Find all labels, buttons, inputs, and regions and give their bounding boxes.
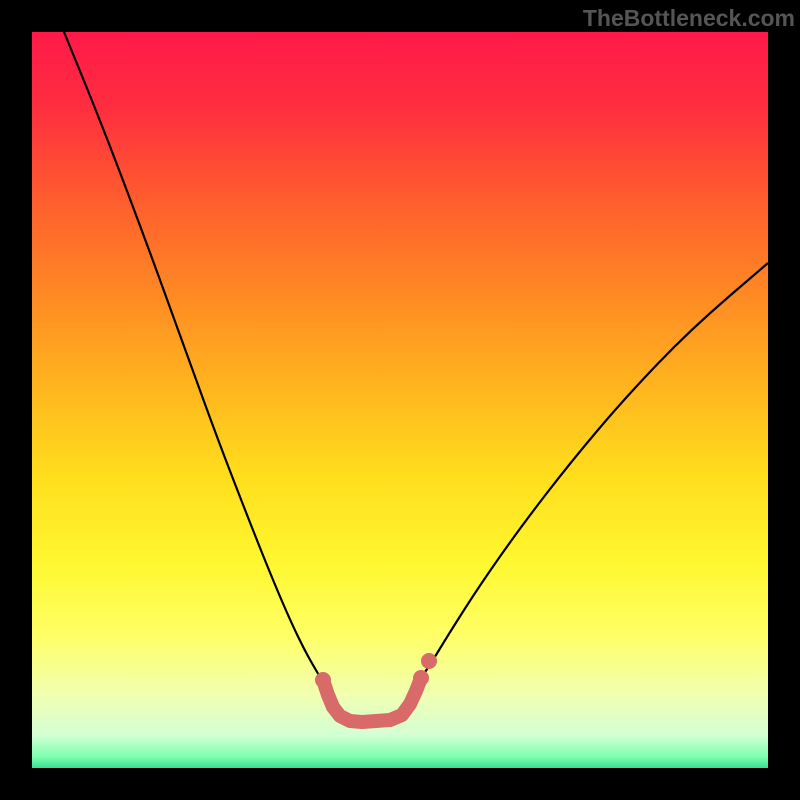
optimal-range-dot <box>413 670 429 686</box>
optimal-range-dot <box>315 672 331 688</box>
bottleneck-chart <box>0 0 800 800</box>
optimal-range-dot <box>421 653 437 669</box>
plot-background <box>32 32 768 768</box>
watermark-text: TheBottleneck.com <box>583 5 795 32</box>
